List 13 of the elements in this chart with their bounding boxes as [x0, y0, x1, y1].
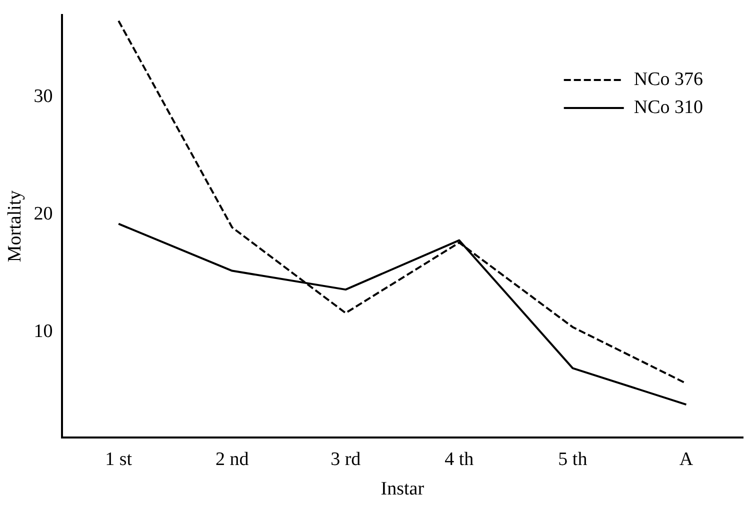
- x-tick-label: 2 nd: [215, 448, 250, 470]
- y-tick-label: 10: [34, 320, 53, 342]
- x-tick-label: A: [679, 448, 694, 470]
- y-tick-label: 30: [34, 86, 53, 108]
- legend-label: NCo 310: [634, 96, 704, 118]
- x-tick-label: 3 rd: [330, 448, 362, 470]
- y-tick-label: 20: [34, 203, 53, 224]
- x-axis-title: Instar: [380, 478, 425, 500]
- x-tick-label: 5 th: [558, 448, 588, 470]
- x-tick-label: 4 th: [444, 448, 474, 470]
- x-tick-label: 1 st: [105, 448, 133, 470]
- y-axis-title: Mortality: [4, 190, 26, 262]
- legend-label: NCo 376: [634, 68, 704, 90]
